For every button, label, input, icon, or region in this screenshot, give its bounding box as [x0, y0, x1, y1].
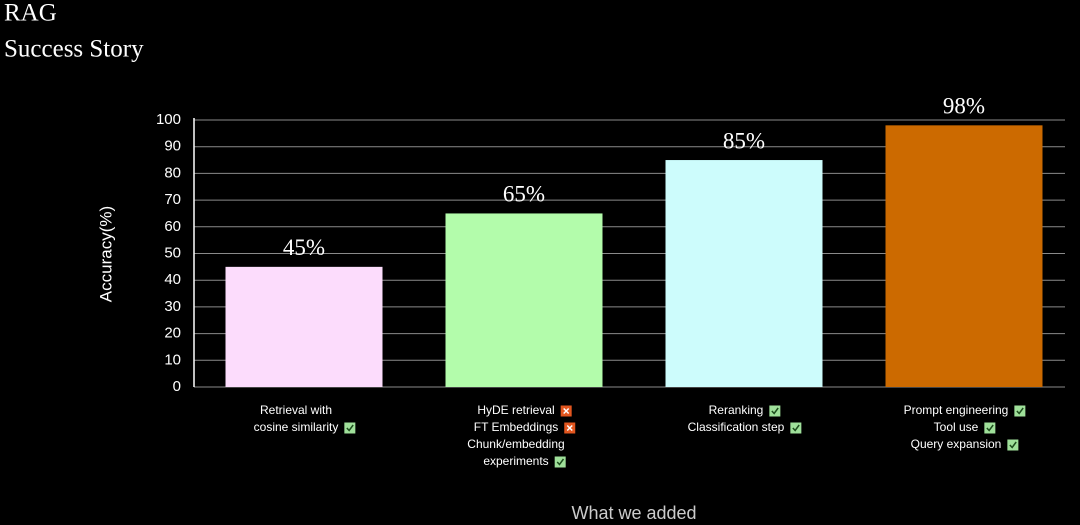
- status-box: [769, 405, 781, 417]
- x-tick-label: Query expansion: [911, 437, 1002, 451]
- x-tick-label: Chunk/embedding: [467, 437, 564, 451]
- check-glyph: [771, 407, 779, 415]
- status-icon: [769, 405, 781, 417]
- status-icon: [790, 422, 802, 434]
- status-box: [984, 422, 996, 434]
- status-icon: [344, 422, 356, 434]
- check-glyph: [346, 424, 354, 432]
- y-tick-label: 10: [164, 351, 181, 368]
- value-label: 85%: [723, 128, 765, 153]
- y-tick-label: 80: [164, 164, 181, 181]
- status-icon: [1014, 405, 1026, 417]
- bar: [885, 125, 1043, 387]
- chart-title: RAG: [4, 0, 57, 27]
- check-glyph: [792, 424, 800, 432]
- y-tick-label: 60: [164, 218, 181, 235]
- y-tick-label: 30: [164, 298, 181, 315]
- cross-glyph: [566, 424, 573, 432]
- y-tick-label: 100: [156, 111, 181, 128]
- y-axis-label: Accuracy(%): [96, 206, 115, 302]
- status-icon: [1007, 439, 1019, 451]
- value-label: 98%: [943, 94, 985, 119]
- check-glyph: [556, 458, 565, 466]
- x-tick-label: Retrieval with: [260, 403, 332, 417]
- y-tick-label: 40: [164, 271, 181, 288]
- y-tick-label: 20: [164, 325, 181, 342]
- status-box: [1014, 405, 1026, 417]
- check-glyph: [986, 424, 994, 432]
- value-label: 65%: [503, 182, 545, 207]
- check-glyph: [1016, 407, 1024, 415]
- status-box: [554, 456, 566, 468]
- x-tick-label: HyDE retrieval: [477, 403, 554, 417]
- x-tick-label: Tool use: [934, 420, 979, 434]
- x-tick-label: Reranking: [709, 403, 764, 417]
- bar: [225, 266, 383, 387]
- x-tick-label: Prompt engineering: [904, 403, 1009, 417]
- x-tick-label: FT Embeddings: [474, 420, 559, 434]
- x-tick-label: experiments: [483, 454, 548, 468]
- status-box: [344, 422, 356, 434]
- status-icon: [554, 456, 566, 468]
- status-box: [790, 422, 802, 434]
- bar: [665, 160, 823, 387]
- y-tick-label: 90: [164, 138, 181, 155]
- status-icon: [560, 405, 572, 417]
- y-tick-label: 0: [173, 378, 181, 395]
- bar: [445, 213, 603, 387]
- status-icon: [984, 422, 996, 434]
- x-tick-label: cosine similarity: [254, 420, 339, 434]
- check-glyph: [1009, 441, 1017, 449]
- y-tick-label: 70: [164, 191, 181, 208]
- x-axis-label: What we added: [571, 503, 696, 523]
- status-box: [1007, 439, 1019, 451]
- cross-glyph: [563, 407, 570, 415]
- y-tick-label: 50: [164, 244, 181, 261]
- value-label: 45%: [283, 235, 325, 260]
- chart-subtitle: Success Story: [4, 36, 144, 63]
- x-tick-label: Classification step: [688, 420, 785, 434]
- status-icon: [564, 422, 576, 434]
